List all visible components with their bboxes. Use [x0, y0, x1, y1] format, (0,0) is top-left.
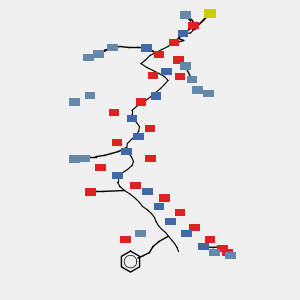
FancyBboxPatch shape	[180, 62, 191, 70]
FancyBboxPatch shape	[175, 73, 185, 80]
FancyBboxPatch shape	[169, 39, 179, 46]
FancyBboxPatch shape	[189, 224, 200, 231]
FancyBboxPatch shape	[112, 139, 122, 146]
FancyBboxPatch shape	[161, 68, 172, 75]
FancyBboxPatch shape	[188, 22, 199, 29]
FancyBboxPatch shape	[107, 44, 118, 51]
FancyBboxPatch shape	[112, 172, 123, 179]
FancyBboxPatch shape	[205, 236, 215, 243]
FancyBboxPatch shape	[69, 98, 80, 106]
FancyBboxPatch shape	[178, 30, 188, 38]
FancyBboxPatch shape	[83, 54, 94, 61]
FancyBboxPatch shape	[173, 56, 184, 64]
FancyBboxPatch shape	[198, 243, 209, 250]
FancyBboxPatch shape	[192, 86, 203, 94]
FancyBboxPatch shape	[121, 148, 132, 155]
FancyBboxPatch shape	[148, 72, 158, 80]
FancyBboxPatch shape	[151, 92, 161, 100]
FancyBboxPatch shape	[181, 230, 192, 237]
FancyBboxPatch shape	[180, 11, 191, 19]
FancyBboxPatch shape	[217, 244, 228, 252]
FancyBboxPatch shape	[204, 9, 216, 18]
FancyBboxPatch shape	[120, 236, 131, 243]
FancyBboxPatch shape	[135, 230, 146, 237]
FancyBboxPatch shape	[69, 155, 80, 163]
FancyBboxPatch shape	[85, 92, 95, 99]
FancyBboxPatch shape	[175, 208, 185, 216]
FancyBboxPatch shape	[209, 249, 220, 256]
FancyBboxPatch shape	[79, 154, 90, 162]
FancyBboxPatch shape	[95, 164, 106, 171]
FancyBboxPatch shape	[130, 182, 141, 189]
FancyBboxPatch shape	[225, 252, 236, 260]
FancyBboxPatch shape	[165, 218, 176, 225]
FancyBboxPatch shape	[145, 124, 155, 132]
FancyBboxPatch shape	[154, 202, 164, 210]
FancyBboxPatch shape	[136, 98, 146, 106]
FancyBboxPatch shape	[154, 51, 164, 58]
FancyBboxPatch shape	[203, 90, 214, 98]
FancyBboxPatch shape	[85, 188, 96, 196]
FancyBboxPatch shape	[222, 249, 233, 256]
FancyBboxPatch shape	[127, 115, 137, 122]
FancyBboxPatch shape	[133, 133, 144, 140]
FancyBboxPatch shape	[187, 76, 197, 83]
FancyBboxPatch shape	[93, 50, 104, 58]
FancyBboxPatch shape	[109, 109, 119, 116]
FancyBboxPatch shape	[159, 194, 170, 202]
FancyBboxPatch shape	[142, 188, 153, 195]
FancyBboxPatch shape	[141, 44, 152, 52]
FancyBboxPatch shape	[145, 154, 156, 162]
